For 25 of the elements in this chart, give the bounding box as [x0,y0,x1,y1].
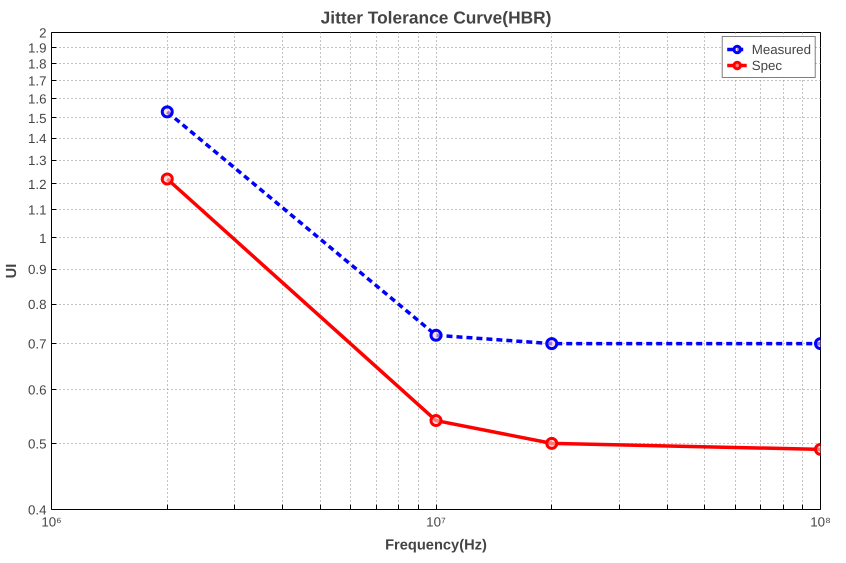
legend-label: Spec [752,58,782,72]
y-tick-label: 0.6 [28,382,47,398]
y-tick-label: 1.9 [28,40,47,56]
y-tick-label: 1.5 [28,110,47,126]
y-tick-label: 0.5 [28,436,47,452]
x-axis-title: Frequency(Hz) [385,538,488,554]
x-tick-label: 10⁸ [810,514,831,530]
y-tick-label: 0.9 [28,262,47,278]
y-tick-label: 1.4 [28,131,48,146]
y-tick-label: 1.1 [28,202,47,218]
y-tick-label: 0.7 [28,336,47,352]
y-tick-label: 1.3 [28,153,47,168]
y-axis-title: UI [4,264,20,278]
y-tick-label: 1.7 [28,74,47,89]
chart-title: Jitter Tolerance Curve(HBR) [320,8,552,28]
y-tick-label: 0.8 [28,297,47,312]
y-tick-label: 1.2 [28,176,47,192]
legend-label: Measured [752,42,811,56]
y-tick-label: 1.6 [28,92,47,107]
y-tick-label: 1.8 [28,56,47,72]
y-tick-label: 0.4 [28,502,48,518]
y-tick-label: 1 [39,230,47,246]
x-tick-label: 10⁷ [426,514,446,530]
x-tick-label: 10⁶ [41,514,62,530]
y-tick-label: 2 [39,26,47,40]
